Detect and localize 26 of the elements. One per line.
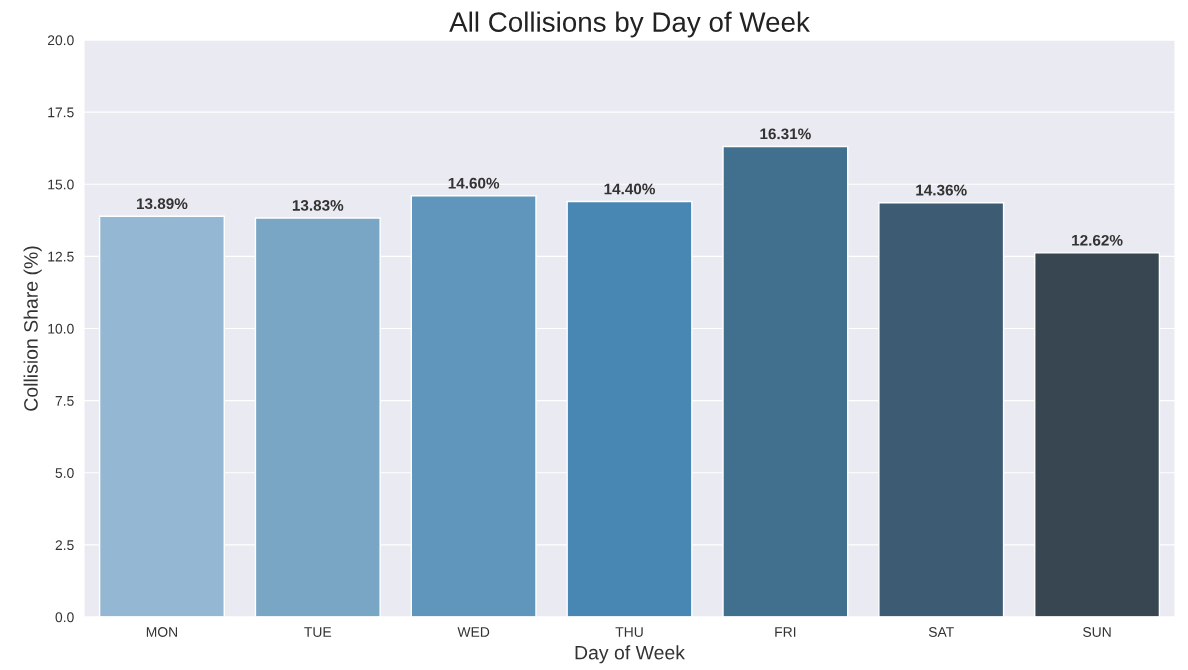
y-tick-label: 10.0 <box>48 323 74 334</box>
y-tick-label: 20.0 <box>47 35 74 46</box>
x-axis-title: Day of Week <box>575 645 686 664</box>
y-tick-label: 17.5 <box>48 107 74 118</box>
data-label: 16.31% <box>760 128 811 140</box>
data-label: 13.89% <box>136 198 188 210</box>
y-tick-label: 0.0 <box>55 612 74 623</box>
data-label: 14.60% <box>448 177 500 189</box>
x-tick-label: TUE <box>304 627 332 637</box>
y-tick-label: 15.0 <box>48 179 74 190</box>
y-tick-label: 12.5 <box>48 251 74 262</box>
x-tick-label: MON <box>146 627 177 637</box>
data-label: 13.83% <box>292 200 344 211</box>
y-tick-label: 7.5 <box>55 396 74 406</box>
y-tick-label: 2.5 <box>55 540 74 551</box>
chart-title: All Collisions by Day of Week <box>449 11 810 38</box>
x-tick-label: SAT <box>928 627 954 637</box>
data-label: 14.40% <box>604 183 656 195</box>
y-tick-label: 5.0 <box>55 468 74 478</box>
data-label: 12.62% <box>1072 234 1123 246</box>
x-tick-label: THU <box>615 627 643 637</box>
y-axis-title: Collision Share (%) <box>23 246 42 411</box>
data-label: 14.36% <box>916 184 967 196</box>
x-tick-label: FRI <box>775 627 796 637</box>
x-tick-label: SUN <box>1083 627 1111 637</box>
x-tick-label: WED <box>457 627 490 637</box>
